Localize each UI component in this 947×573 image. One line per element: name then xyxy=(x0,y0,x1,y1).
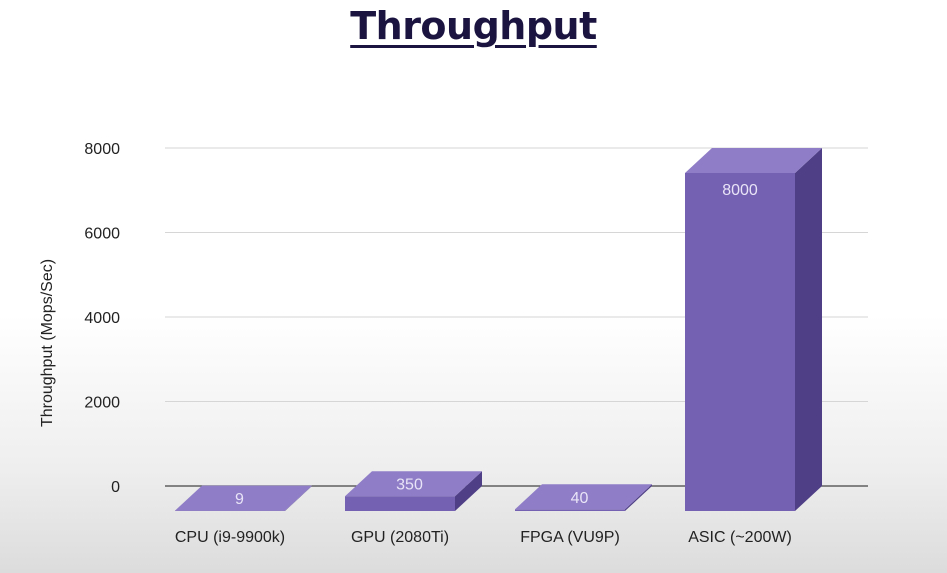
bar-2 xyxy=(515,484,652,511)
bar-top xyxy=(515,484,652,510)
bar-side xyxy=(795,148,822,511)
bar-3 xyxy=(685,148,822,511)
bar-front xyxy=(515,509,625,511)
y-tick-label: 2000 xyxy=(84,395,120,412)
category-labels: CPU (i9-9900k) GPU (2080Ti) FPGA (VU9P) ASI… xyxy=(175,529,792,546)
bar-side xyxy=(285,485,312,511)
y-tick-label: 0 xyxy=(111,479,120,496)
category-label: CPU (i9-9900k) xyxy=(175,529,285,546)
y-tick-label: 6000 xyxy=(84,226,120,243)
bar-side xyxy=(455,471,482,511)
bar-1 xyxy=(345,471,482,511)
bar-top xyxy=(345,471,482,497)
data-labels: 9 350 40 8000 xyxy=(235,182,758,508)
bar-front xyxy=(345,496,455,511)
bars xyxy=(175,148,822,511)
y-axis-title: Throughput (Mops/Sec) xyxy=(39,259,56,427)
bar-top xyxy=(175,485,312,511)
data-label: 350 xyxy=(396,477,423,494)
category-label: ASIC (~200W) xyxy=(688,529,792,546)
chart-title: Throughput xyxy=(350,4,597,48)
y-tick-labels: 0 2000 4000 6000 8000 xyxy=(84,141,120,496)
bar-0 xyxy=(175,485,312,511)
category-label: GPU (2080Ti) xyxy=(351,529,449,546)
data-label: 9 xyxy=(235,491,244,508)
category-label: FPGA (VU9P) xyxy=(520,529,620,546)
bar-front xyxy=(685,173,795,511)
bar-side xyxy=(625,484,652,511)
data-label: 8000 xyxy=(722,182,758,199)
bar-top xyxy=(685,148,822,173)
y-tick-label: 8000 xyxy=(84,141,120,158)
data-label: 40 xyxy=(571,490,589,507)
y-tick-label: 4000 xyxy=(84,310,120,327)
